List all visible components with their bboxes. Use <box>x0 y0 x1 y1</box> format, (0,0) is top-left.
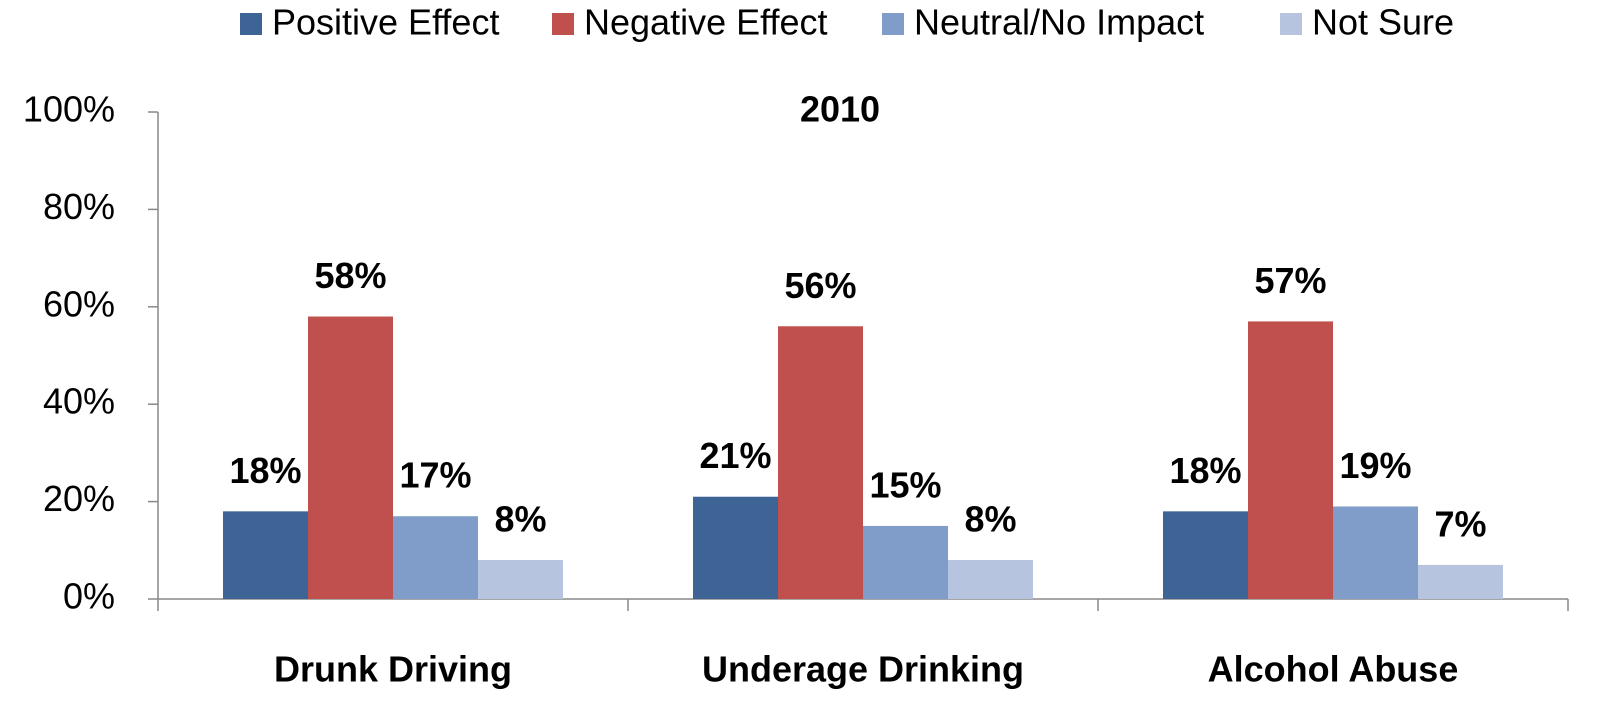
data-label: 21% <box>699 435 771 476</box>
legend-label: Neutral/No Impact <box>914 2 1204 43</box>
x-tick-label: Drunk Driving <box>274 649 512 690</box>
bar <box>1163 511 1248 599</box>
y-tick-label: 20% <box>43 478 115 519</box>
bar <box>478 560 563 599</box>
data-label: 18% <box>1169 450 1241 491</box>
legend-label: Positive Effect <box>272 2 499 43</box>
legend-swatch <box>1280 13 1302 35</box>
bar <box>1418 564 1503 599</box>
data-label: 19% <box>1339 445 1411 486</box>
data-label: 56% <box>784 265 856 306</box>
bar <box>778 326 863 599</box>
legend-swatch <box>240 13 262 35</box>
data-label: 8% <box>964 499 1016 540</box>
y-tick-label: 100% <box>23 89 115 130</box>
legend-swatch <box>552 13 574 35</box>
y-tick-label: 0% <box>63 576 115 617</box>
bar <box>693 496 778 599</box>
data-label: 17% <box>399 455 471 496</box>
bar <box>223 511 308 599</box>
bar <box>308 316 393 599</box>
y-tick-label: 80% <box>43 186 115 227</box>
legend-swatch <box>882 13 904 35</box>
x-tick-label: Alcohol Abuse <box>1208 649 1459 690</box>
bar <box>1248 321 1333 599</box>
y-tick-label: 40% <box>43 381 115 422</box>
bar <box>948 560 1033 599</box>
data-label: 57% <box>1254 260 1326 301</box>
x-tick-label: Underage Drinking <box>702 649 1024 690</box>
bar <box>863 525 948 599</box>
legend-label: Negative Effect <box>584 2 827 43</box>
bar <box>1333 506 1418 599</box>
data-label: 7% <box>1434 503 1486 544</box>
data-label: 58% <box>314 255 386 296</box>
data-label: 15% <box>869 464 941 505</box>
data-label: 8% <box>494 499 546 540</box>
bar <box>393 516 478 599</box>
data-label: 18% <box>229 450 301 491</box>
chart-title: 2010 <box>800 89 880 130</box>
y-tick-label: 60% <box>43 283 115 324</box>
legend-label: Not Sure <box>1312 2 1454 43</box>
